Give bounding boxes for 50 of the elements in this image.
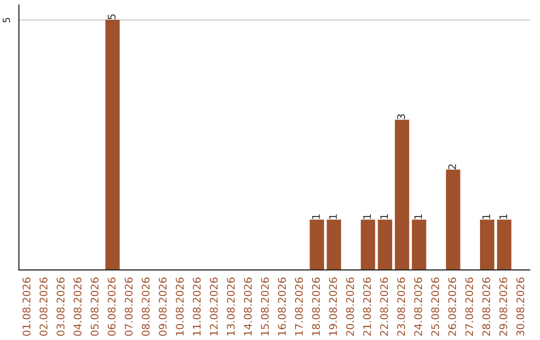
bar xyxy=(412,220,426,270)
x-tick-label: 24.08.2026 xyxy=(414,278,422,336)
x-tick-label: 25.08.2026 xyxy=(431,278,440,336)
x-tick-label: 04.08.2026 xyxy=(74,278,82,336)
x-tick-label: 19.08.2026 xyxy=(329,278,337,336)
bar xyxy=(446,170,460,270)
x-tick-label: 28.08.2026 xyxy=(482,278,490,336)
x-tick-label: 02.08.2026 xyxy=(40,278,48,336)
bar xyxy=(310,220,324,270)
bar xyxy=(497,220,512,270)
bar xyxy=(394,120,410,270)
data-label: 1 xyxy=(482,214,490,219)
data-label: 1 xyxy=(363,214,371,219)
x-tick-label: 17.08.2026 xyxy=(295,278,303,336)
data-label: 5 xyxy=(108,14,116,20)
x-tick-label: 29.08.2026 xyxy=(499,278,508,336)
x-tick-label: 16.08.2026 xyxy=(278,278,286,336)
data-label: 1 xyxy=(499,214,508,219)
x-tick-label: 03.08.2026 xyxy=(56,278,64,336)
x-tick-label: 11.08.2026 xyxy=(192,278,201,336)
bar xyxy=(105,20,120,270)
x-tick-label: 22.08.2026 xyxy=(380,278,388,336)
x-tick-label: 21.08.2026 xyxy=(363,278,371,336)
bar xyxy=(378,220,392,270)
x-tick-label: 10.08.2026 xyxy=(176,278,184,336)
x-tick-label: 01.08.2026 xyxy=(22,278,30,336)
data-label: 1 xyxy=(312,214,320,219)
data-label: 1 xyxy=(329,214,337,219)
data-label: 1 xyxy=(380,214,388,219)
data-label: 3 xyxy=(397,114,406,120)
x-tick-label: 27.08.2026 xyxy=(465,278,474,336)
x-tick-label: 08.08.2026 xyxy=(142,278,150,336)
data-label: 1 xyxy=(414,214,422,219)
x-tick-label: 23.08.2026 xyxy=(397,278,406,336)
x-tick-label: 15.08.2026 xyxy=(260,278,269,336)
bar xyxy=(480,220,494,270)
x-tick-label: 13.08.2026 xyxy=(226,278,235,336)
x-tick-label: 26.08.2026 xyxy=(448,278,456,336)
data-label: 2 xyxy=(448,164,456,170)
x-tick-label: 09.08.2026 xyxy=(158,278,167,336)
x-tick-label: 05.08.2026 xyxy=(90,278,99,336)
bar xyxy=(326,220,342,270)
x-tick-label: 06.08.2026 xyxy=(108,278,116,336)
x-tick-label: 07.08.2026 xyxy=(124,278,133,336)
x-tick-label: 14.08.2026 xyxy=(244,278,252,336)
x-tick-label: 30.08.2026 xyxy=(516,278,524,336)
bar xyxy=(360,220,376,270)
x-tick-label: 20.08.2026 xyxy=(346,278,354,336)
x-tick-label: 12.08.2026 xyxy=(210,278,218,336)
x-tick-label: 18.08.2026 xyxy=(312,278,320,336)
